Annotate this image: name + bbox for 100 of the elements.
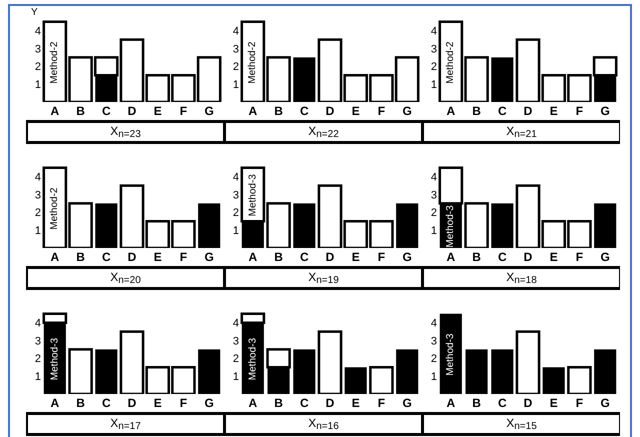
annotation: Method-3 [444, 333, 456, 376]
x-tick-label: F [576, 396, 584, 410]
y-tick-label: 4 [232, 172, 239, 184]
bar [466, 349, 488, 394]
x-axis-title: X$_{n=23}$ [26, 120, 224, 144]
y-tick-label: 3 [34, 43, 41, 56]
y-tick-label: 2 [232, 61, 239, 74]
annotation: Method-2 [48, 187, 60, 230]
x-tick-label: F [180, 396, 188, 410]
y-tick-label: 2 [232, 353, 239, 366]
bar [95, 203, 118, 248]
y-tick-label: 1 [34, 371, 41, 384]
x-tick-label: F [576, 250, 584, 264]
bar [542, 367, 565, 394]
y-tick-label: 1 [430, 371, 437, 384]
bar [567, 366, 592, 394]
y-tick-label: 2 [430, 61, 437, 74]
x-axis-title: X$_{n=18}$ [422, 266, 620, 290]
x-tick-label: B [274, 250, 284, 264]
x-tick-label: D [326, 104, 335, 118]
y-tick-label: 3 [232, 189, 239, 202]
x-tick-label: C [300, 104, 309, 118]
x-tick-label: A [50, 104, 60, 118]
x-tick-label: F [180, 104, 188, 118]
y-tick-label: 1 [430, 79, 437, 92]
bar [594, 349, 616, 394]
y-tick-label: 4 [34, 172, 41, 184]
bar [198, 203, 220, 248]
x-tick-label: G [402, 104, 412, 118]
y-tick-label: 2 [232, 207, 239, 220]
y-tick-label: 2 [34, 61, 41, 74]
y-tick-label: 3 [34, 335, 41, 348]
y-tick-label: 1 [34, 79, 41, 92]
x-tick-label: G [204, 250, 214, 264]
bar [198, 349, 220, 394]
y-tick-label: 2 [34, 353, 41, 366]
x-tick-label: E [550, 104, 558, 118]
x-tick-label: E [154, 104, 162, 118]
y-tick-label: 3 [430, 335, 437, 348]
annotation: Method-2 [48, 41, 60, 84]
y-tick-label: 3 [430, 189, 437, 202]
x-tick-label: A [446, 104, 456, 118]
bar [68, 348, 93, 394]
x-tick-label: F [576, 104, 584, 118]
x-axis-title: X$_{n=20}$ [26, 266, 224, 290]
x-tick-label: G [600, 396, 610, 410]
y-tick-label: 3 [232, 43, 239, 56]
x-tick-label: D [128, 396, 137, 410]
y-axis-title: Y [31, 7, 38, 18]
bar [95, 349, 118, 394]
x-tick-label: F [378, 250, 386, 264]
y-tick-label: 2 [430, 207, 437, 220]
bar [318, 330, 342, 394]
x-tick-label: A [248, 396, 258, 410]
y-tick-label: 3 [232, 335, 239, 348]
y-tick-label: 4 [430, 318, 437, 330]
y-tick-label: 4 [34, 26, 41, 38]
x-tick-label: E [154, 250, 162, 264]
x-tick-label: G [204, 104, 214, 118]
x-axis-title: X$_{n=16}$ [224, 412, 422, 436]
y-tick-label: 4 [34, 318, 41, 330]
x-tick-label: F [180, 250, 188, 264]
bar [293, 203, 316, 248]
x-tick-label: G [600, 250, 610, 264]
x-axis-title: X$_{n=19}$ [224, 266, 422, 290]
x-tick-label: C [498, 396, 507, 410]
x-tick-label: A [446, 250, 456, 264]
x-tick-label: A [248, 104, 258, 118]
x-tick-label: B [472, 104, 482, 118]
x-tick-label: C [102, 250, 111, 264]
annotation: Method-3 [248, 338, 259, 380]
annotation: Method-3 [50, 338, 61, 380]
y-tick-label: 2 [34, 207, 41, 220]
bar [440, 314, 462, 394]
y-tick-label: 1 [430, 225, 437, 238]
x-tick-label: G [402, 250, 412, 264]
x-tick-label: B [76, 104, 86, 118]
bar [293, 57, 316, 102]
x-tick-label: A [248, 250, 258, 264]
x-tick-label: E [352, 104, 360, 118]
x-tick-label: C [498, 250, 507, 264]
y-tick-label: 1 [34, 225, 41, 238]
bar [369, 366, 394, 394]
x-tick-label: D [326, 250, 335, 264]
x-tick-label: B [274, 104, 284, 118]
y-tick-label: 3 [34, 189, 41, 202]
x-tick-label: C [498, 104, 507, 118]
x-tick-label: B [472, 250, 482, 264]
y-tick-label: 4 [232, 318, 239, 330]
bar [516, 330, 540, 394]
x-tick-label: G [402, 396, 412, 410]
x-tick-label: B [76, 396, 86, 410]
bar [396, 203, 418, 248]
x-tick-label: G [600, 104, 610, 118]
bar [491, 203, 514, 248]
y-tick-label: 1 [232, 371, 239, 384]
bar [491, 57, 514, 102]
y-tick-label: 1 [232, 225, 239, 238]
x-tick-label: C [300, 396, 309, 410]
x-tick-label: C [102, 396, 111, 410]
